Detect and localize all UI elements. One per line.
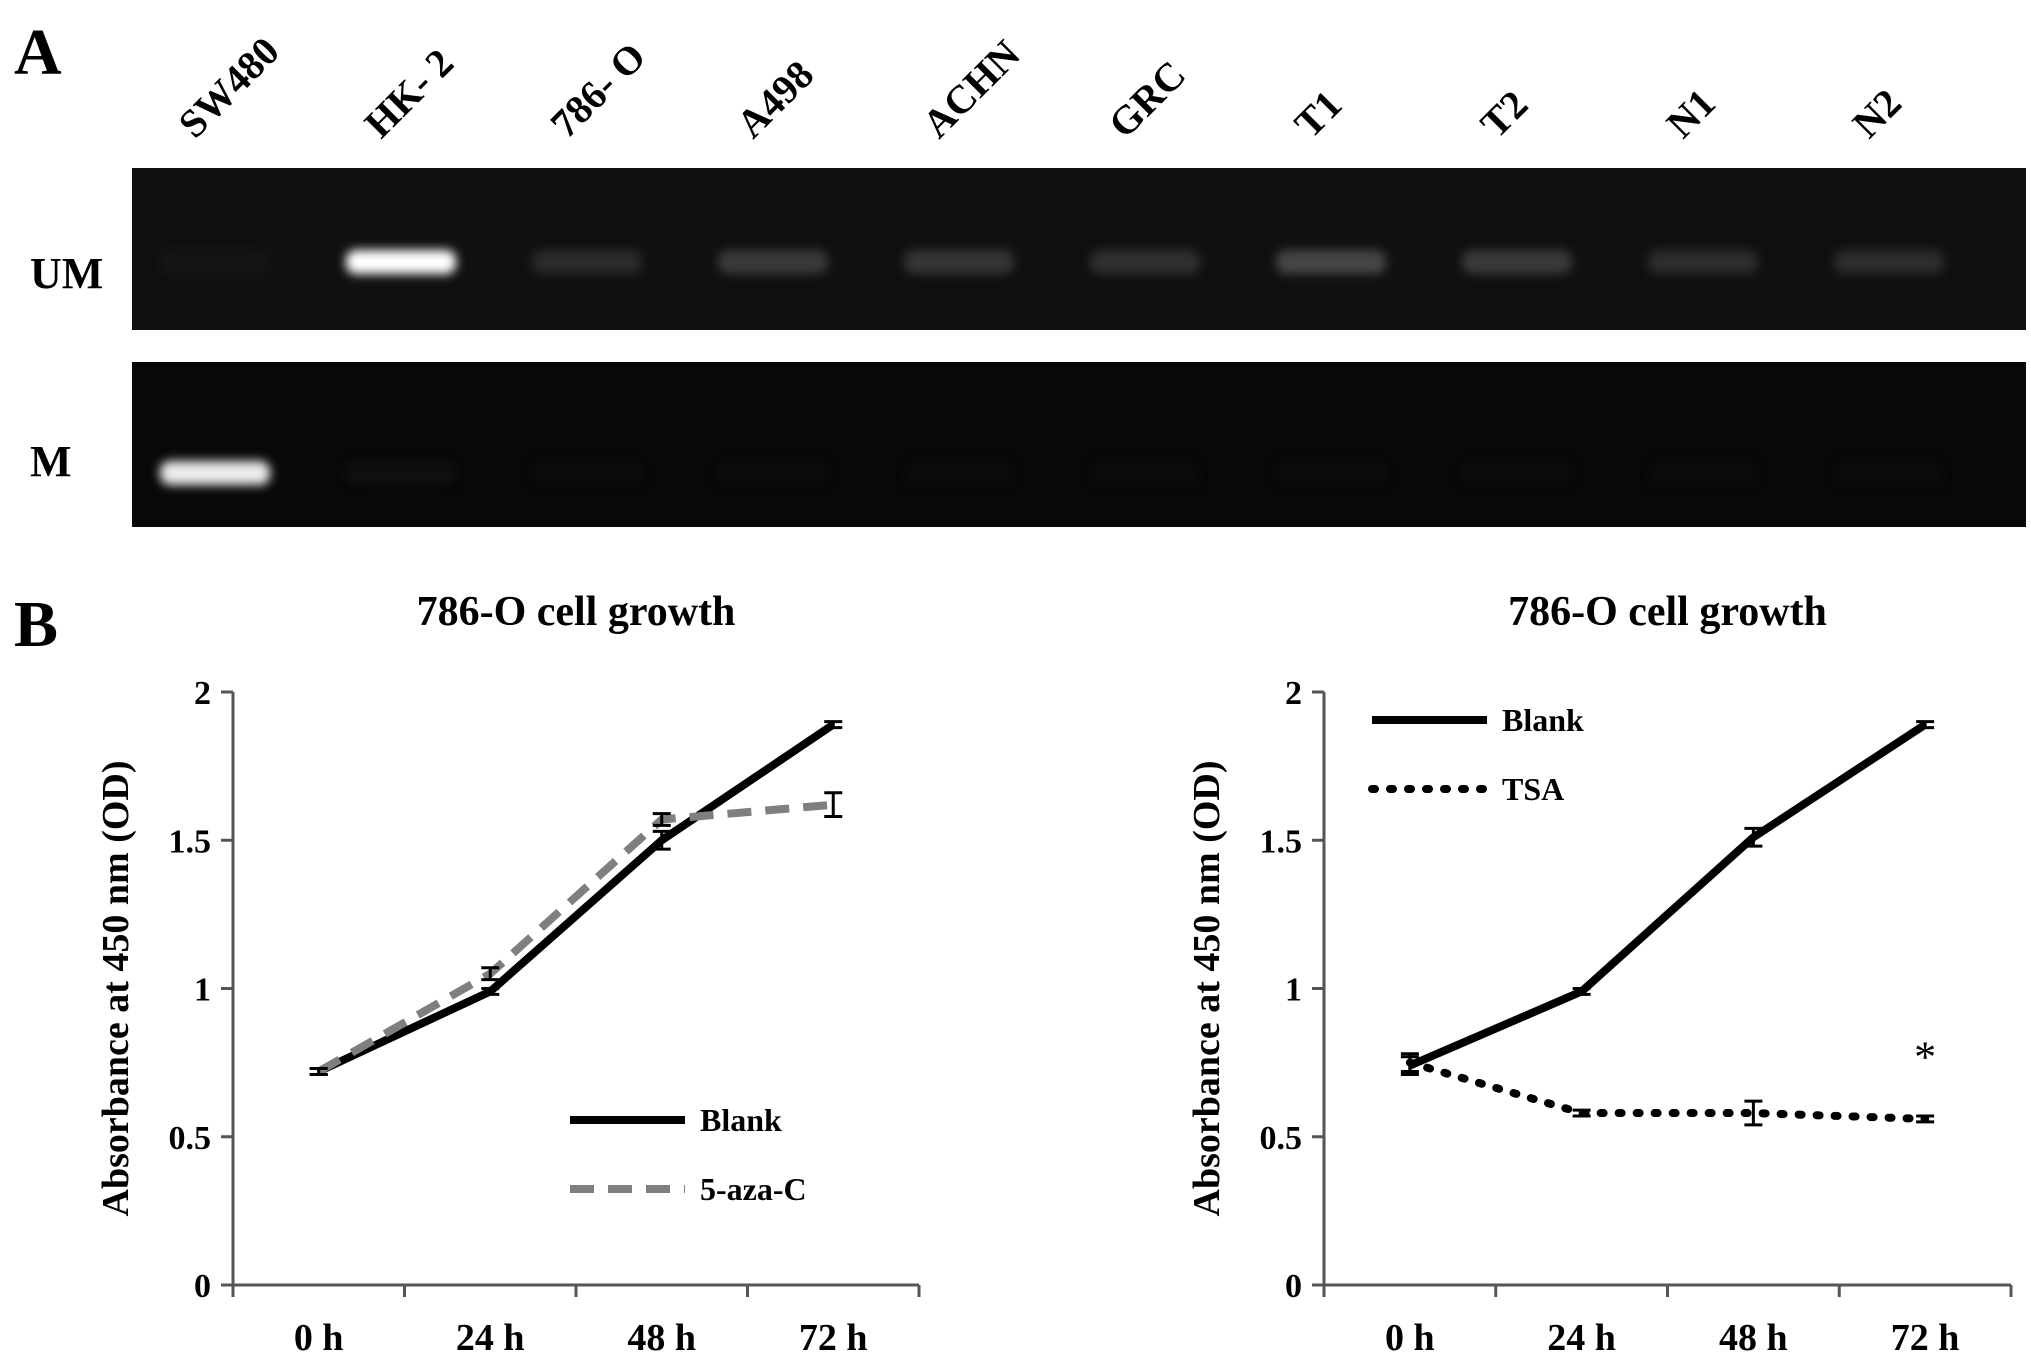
gel-band [718, 461, 828, 485]
legend-label: 5-aza-C [700, 1171, 807, 1207]
y-tick-label: 0 [1285, 1268, 1302, 1305]
lane-label: SW480 [170, 28, 288, 146]
y-tick-label: 2 [1285, 675, 1302, 712]
x-tick-label: 0 h [294, 1317, 344, 1359]
y-axis-label: Absorbance at 450 nm (OD) [1186, 761, 1228, 1217]
gel-electrophoresis-image: SW480 HK- 2 786- O A498 ACHN GRC T1 T2 N1 N2 UM M [30, 28, 2026, 527]
gel-band [346, 250, 456, 274]
y-tick-label: 0.5 [169, 1120, 212, 1157]
gel-band [1276, 461, 1386, 485]
gel-band [1834, 250, 1944, 274]
y-tick-label: 1 [1285, 972, 1302, 1009]
lane-label: HK- 2 [356, 40, 462, 146]
series-line-blank [1408, 721, 1928, 1070]
lane-label: N2 [1844, 80, 1910, 146]
gel-band [532, 250, 642, 274]
y-tick-label: 2 [194, 675, 211, 712]
gel-band [1462, 250, 1572, 274]
lane-label: GRC [1100, 52, 1195, 147]
y-tick-label: 0.5 [1260, 1120, 1303, 1157]
series-line-tsa [1405, 1058, 1930, 1123]
y-tick-label: 0 [194, 1268, 211, 1305]
legend-label: TSA [1502, 771, 1564, 807]
x-tick-label: 24 h [1547, 1317, 1616, 1359]
gel-band [160, 461, 270, 485]
x-tick-label: 24 h [456, 1317, 525, 1359]
gel-band [1648, 250, 1758, 274]
growth-chart-tsa: 786-O cell growth Absorbance at 450 nm (O… [1186, 589, 2013, 1359]
gel-strip-m [132, 362, 2026, 527]
series-line-5-aza-c [316, 800, 834, 1075]
gel-band [160, 250, 270, 274]
y-tick-label: 1 [194, 972, 211, 1009]
gel-band [346, 461, 456, 485]
panel-b-letter: B [14, 588, 59, 661]
gel-band [1090, 461, 1200, 485]
y-axis-label: Absorbance at 450 nm (OD) [95, 761, 137, 1217]
significance-asterisk: * [1914, 1033, 1936, 1082]
gel-band [1090, 250, 1200, 274]
lane-label: 786- O [542, 34, 655, 147]
lane-label: T2 [1472, 82, 1537, 147]
gel-band [1276, 250, 1386, 274]
x-tick-label: 72 h [799, 1317, 868, 1359]
gel-strip-um [132, 168, 2026, 330]
panel-a-letter: A [14, 16, 62, 89]
legend-label: Blank [700, 1102, 782, 1138]
lane-label: ACHN [914, 31, 1029, 146]
lane-label: N1 [1658, 80, 1724, 146]
x-tick-label: 0 h [1385, 1317, 1435, 1359]
row-label-m: M [30, 437, 72, 486]
gel-band [532, 461, 642, 485]
gel-band [1648, 461, 1758, 485]
gel-band [904, 250, 1014, 274]
lane-label: A498 [728, 52, 823, 147]
series-line-blank [317, 721, 836, 1076]
gel-band [718, 250, 828, 274]
growth-chart-5aza: 786-O cell growth Absorbance at 450 nm (O… [95, 589, 921, 1359]
x-tick-label: 48 h [627, 1317, 696, 1359]
chart-title: 786-O cell growth [1508, 589, 1827, 635]
legend-label: Blank [1502, 702, 1584, 738]
gel-band [1834, 461, 1944, 485]
gel-band [904, 461, 1014, 485]
chart-title: 786-O cell growth [417, 589, 736, 635]
row-label-um: UM [30, 249, 103, 298]
x-tick-label: 48 h [1719, 1317, 1788, 1359]
x-tick-label: 72 h [1891, 1317, 1960, 1359]
y-tick-label: 1.5 [169, 823, 212, 860]
y-tick-label: 1.5 [1260, 823, 1303, 860]
lane-label: T1 [1286, 82, 1351, 147]
gel-band [1462, 461, 1572, 485]
